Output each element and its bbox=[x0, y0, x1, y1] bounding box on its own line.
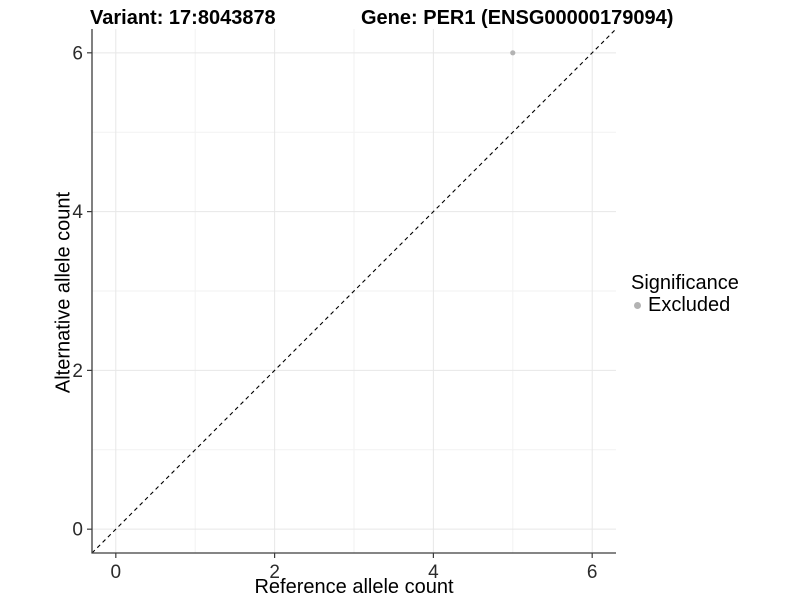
plot-title-variant: Variant: 17:8043878 bbox=[90, 7, 276, 29]
y-tick-label: 2 bbox=[72, 361, 83, 382]
legend-title: Significance bbox=[631, 272, 739, 294]
identity-reference-line bbox=[91, 28, 617, 554]
y-tick-label: 0 bbox=[72, 520, 83, 541]
legend-key-dot-icon bbox=[634, 302, 641, 309]
legend-items: Excluded bbox=[631, 295, 739, 316]
legend-item: Excluded bbox=[631, 295, 739, 316]
legend-item-label: Excluded bbox=[648, 294, 731, 316]
x-tick-label: 4 bbox=[428, 562, 439, 583]
y-axis-title: Alternative allele count bbox=[52, 191, 75, 394]
legend: Significance Excluded bbox=[631, 273, 739, 316]
x-tick-label: 2 bbox=[269, 562, 280, 583]
plot-title-gene: Gene: PER1 (ENSG00000179094) bbox=[361, 7, 674, 29]
y-tick-label: 6 bbox=[72, 43, 83, 64]
x-tick-label: 6 bbox=[587, 562, 598, 583]
x-axis-title: Reference allele count bbox=[254, 576, 454, 598]
data-point bbox=[510, 50, 516, 56]
x-tick-label: 0 bbox=[111, 562, 122, 583]
y-tick-label: 4 bbox=[72, 202, 83, 223]
